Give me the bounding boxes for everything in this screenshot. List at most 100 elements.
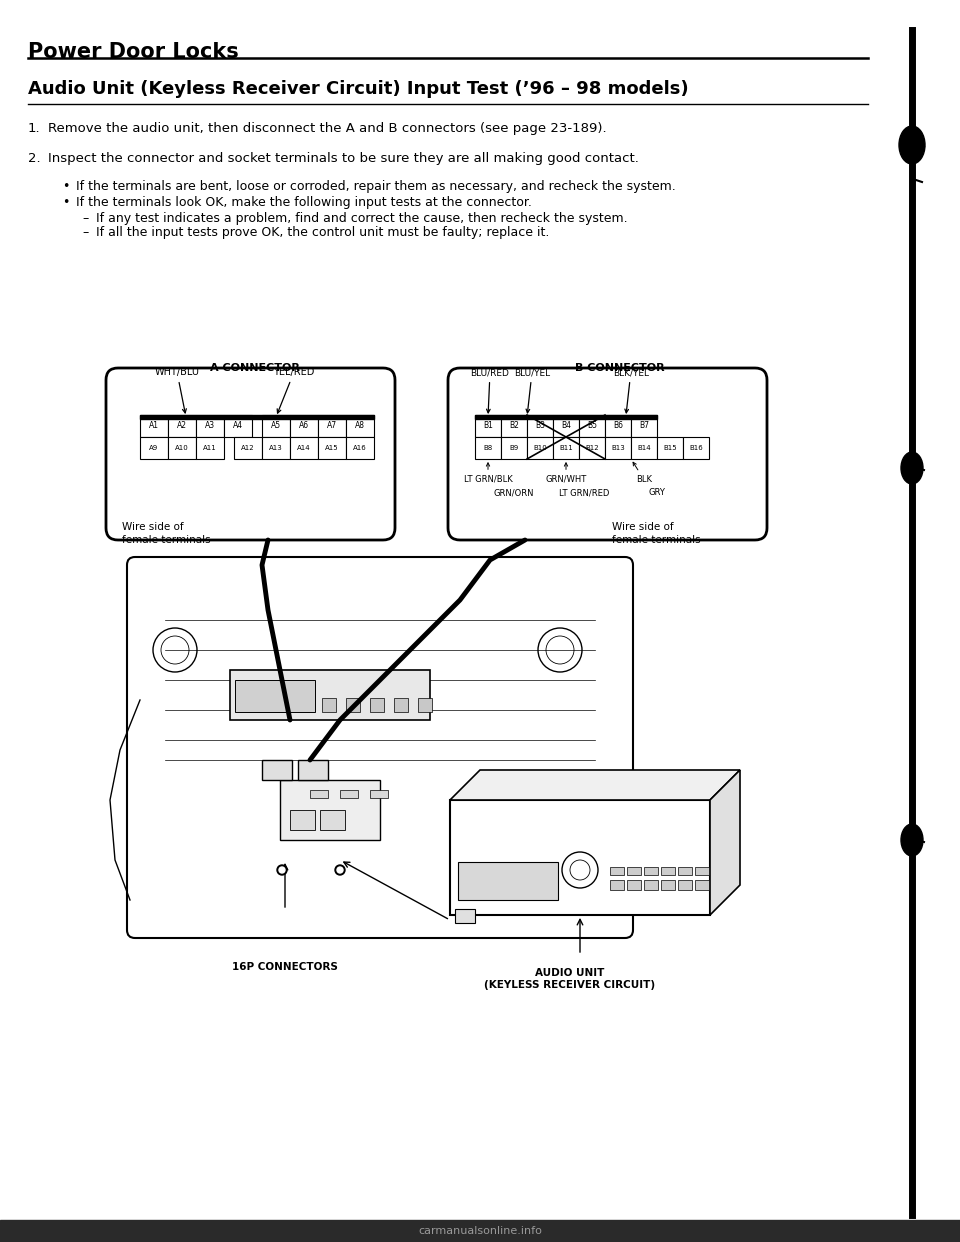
Bar [290, 810, 315, 830]
FancyBboxPatch shape [448, 368, 767, 540]
Bar [610, 867, 624, 876]
Bar [579, 437, 605, 460]
Text: A10: A10 [175, 445, 189, 451]
Text: B8: B8 [484, 445, 492, 451]
Bar [340, 790, 358, 799]
Text: A6: A6 [299, 421, 309, 431]
Bar [318, 437, 346, 460]
Bar [290, 415, 318, 437]
Bar [320, 810, 345, 830]
Text: A3: A3 [204, 421, 215, 431]
Text: 2.: 2. [28, 152, 40, 165]
Text: B11: B11 [559, 445, 573, 451]
Bar [627, 867, 641, 876]
Bar [370, 790, 388, 799]
Bar [579, 415, 605, 437]
Bar [418, 698, 432, 712]
Bar [455, 909, 475, 923]
Text: GRY: GRY [649, 488, 665, 497]
Text: B CONNECTOR: B CONNECTOR [575, 363, 665, 373]
Bar [475, 437, 501, 460]
Text: –: – [82, 212, 88, 225]
Text: B12: B12 [586, 445, 599, 451]
Bar [310, 790, 328, 799]
Text: Inspect the connector and socket terminals to be sure they are all making good c: Inspect the connector and socket termina… [48, 152, 638, 165]
Polygon shape [710, 770, 740, 915]
Bar [450, 800, 710, 915]
Text: A9: A9 [150, 445, 158, 451]
Bar [527, 415, 553, 437]
Bar [553, 415, 579, 437]
Text: Audio Unit (Keyless Receiver Circuit) Input Test (’96 – 98 models): Audio Unit (Keyless Receiver Circuit) In… [28, 79, 688, 98]
Text: Power Door Locks: Power Door Locks [28, 42, 239, 62]
Text: 16P CONNECTORS: 16P CONNECTORS [232, 963, 338, 972]
Text: A15: A15 [325, 445, 339, 451]
Bar [370, 698, 384, 712]
Text: A5: A5 [271, 421, 281, 431]
FancyBboxPatch shape [127, 556, 633, 938]
Bar [280, 780, 380, 840]
Bar [458, 862, 558, 900]
Text: If all the input tests prove OK, the control unit must be faulty; replace it.: If all the input tests prove OK, the con… [96, 226, 549, 238]
Bar [224, 415, 252, 437]
Bar [346, 437, 374, 460]
Bar [234, 437, 262, 460]
Bar [605, 437, 631, 460]
Bar [298, 760, 328, 780]
Circle shape [279, 867, 285, 873]
Text: If the terminals look OK, make the following input tests at the connector.: If the terminals look OK, make the follo… [76, 196, 532, 209]
Bar [230, 669, 430, 720]
Text: A11: A11 [204, 445, 217, 451]
Bar [168, 415, 196, 437]
Text: BLU/RED: BLU/RED [470, 368, 510, 412]
Circle shape [277, 864, 287, 876]
Text: A16: A16 [353, 445, 367, 451]
Bar [605, 415, 631, 437]
Text: B9: B9 [510, 445, 518, 451]
Text: A13: A13 [269, 445, 283, 451]
Bar [501, 415, 527, 437]
Bar [168, 437, 196, 460]
Bar [262, 437, 290, 460]
Bar [683, 437, 709, 460]
Bar [631, 415, 657, 437]
Text: B16: B16 [689, 445, 703, 451]
Bar [627, 881, 641, 891]
Bar [322, 698, 336, 712]
Bar [695, 881, 709, 891]
Text: 1.: 1. [28, 122, 40, 135]
Bar [475, 415, 501, 437]
Bar [631, 437, 657, 460]
Bar [140, 415, 374, 419]
Text: A4: A4 [233, 421, 243, 431]
Bar [196, 437, 224, 460]
Bar [140, 415, 168, 437]
Text: B14: B14 [637, 445, 651, 451]
Bar [644, 867, 658, 876]
Bar [346, 698, 360, 712]
Bar [262, 415, 290, 437]
Bar [262, 760, 292, 780]
Bar [678, 881, 692, 891]
Polygon shape [450, 770, 740, 800]
Circle shape [335, 864, 345, 876]
Text: B3: B3 [535, 421, 545, 431]
Text: A1: A1 [149, 421, 159, 431]
Text: B2: B2 [509, 421, 519, 431]
Bar [196, 415, 224, 437]
Bar [661, 867, 675, 876]
Text: B4: B4 [561, 421, 571, 431]
Text: BLU/YEL: BLU/YEL [514, 368, 550, 412]
Bar [657, 437, 683, 460]
Bar [0, 1220, 960, 1242]
Text: 23-262: 23-262 [28, 1222, 88, 1237]
Text: B6: B6 [613, 421, 623, 431]
Text: YEL/RED: YEL/RED [274, 366, 315, 414]
Text: LT GRN/BLK: LT GRN/BLK [464, 463, 513, 484]
Bar [678, 867, 692, 876]
Text: If any test indicates a problem, find and correct the cause, then recheck the sy: If any test indicates a problem, find an… [96, 212, 628, 225]
Text: A8: A8 [355, 421, 365, 431]
Bar [610, 881, 624, 891]
Bar [475, 415, 657, 419]
Ellipse shape [901, 823, 923, 856]
